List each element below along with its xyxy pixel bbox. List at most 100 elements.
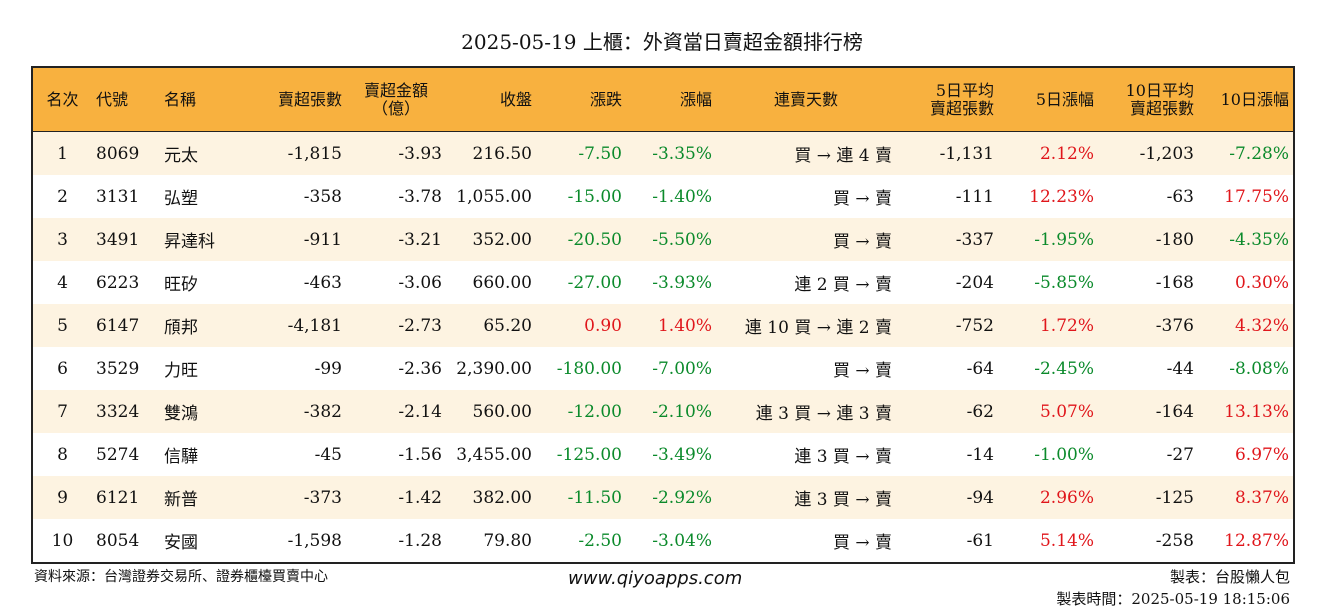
cell-pct5: 12.23% (998, 175, 1098, 218)
cell-avg10: -63 (1098, 175, 1198, 218)
cell-rank: 4 (32, 261, 92, 304)
cell-close: 2,390.00 (446, 347, 536, 390)
table-row: 2 3131 弘塑 -358 -3.78 1,055.00 -15.00 -1.40% 買 → … (32, 175, 1294, 218)
table-row: 7 3324 雙鴻 -382 -2.14 560.00 -12.00 -2.10% 連 3 買 … (32, 390, 1294, 433)
cell-name: 弘塑 (160, 175, 238, 218)
cell-avg5: -204 (896, 261, 998, 304)
cell-sell-amount: -1.42 (346, 476, 446, 519)
cell-change: -15.00 (536, 175, 626, 218)
cell-avg10: -376 (1098, 304, 1198, 347)
cell-avg5: -62 (896, 390, 998, 433)
cell-change: -12.00 (536, 390, 626, 433)
cell-change-pct: -2.10% (626, 390, 716, 433)
cell-close: 560.00 (446, 390, 536, 433)
cell-pct10: 0.30% (1198, 261, 1294, 304)
cell-rank: 2 (32, 175, 92, 218)
website-link[interactable]: www.qiyoapps.com (568, 568, 743, 589)
cell-rank: 3 (32, 218, 92, 261)
cell-pct5: -2.45% (998, 347, 1098, 390)
credits: 製表：台股懶人包 製表時間：2025-05-19 18:15:06 (1056, 566, 1290, 610)
cell-avg10: -168 (1098, 261, 1198, 304)
cell-name: 信驊 (160, 433, 238, 476)
cell-name: 力旺 (160, 347, 238, 390)
page-title: 2025-05-19 上櫃：外資當日賣超金額排行榜 (461, 30, 863, 54)
cell-avg5: -752 (896, 304, 998, 347)
cell-pct5: -1.00% (998, 433, 1098, 476)
cell-streak: 連 3 買 → 賣 (716, 433, 896, 476)
cell-avg5: -111 (896, 175, 998, 218)
cell-code: 8069 (92, 131, 160, 175)
header-rank: 名次 (32, 67, 92, 132)
cell-change: 0.90 (536, 304, 626, 347)
cell-code: 3131 (92, 175, 160, 218)
cell-change: -7.50 (536, 131, 626, 175)
cell-sell-amount: -3.06 (346, 261, 446, 304)
header-sell-amount: 賣超金額 （億） (346, 67, 446, 132)
cell-pct5: 5.14% (998, 519, 1098, 563)
cell-streak: 連 2 買 → 賣 (716, 261, 896, 304)
cell-pct5: -5.85% (998, 261, 1098, 304)
cell-name: 雙鴻 (160, 390, 238, 433)
table-header-row: 名次 代號 名稱 賣超張數 賣超金額 （億） 收盤 漲跌 漲幅 連賣天數 5日平均… (32, 67, 1294, 132)
cell-streak: 買 → 賣 (716, 347, 896, 390)
cell-name: 新普 (160, 476, 238, 519)
table-row: 9 6121 新普 -373 -1.42 382.00 -11.50 -2.92% 連 3 買 … (32, 476, 1294, 519)
cell-avg5: -64 (896, 347, 998, 390)
table-row: 8 5274 信驊 -45 -1.56 3,455.00 -125.00 -3.49% 連 3 … (32, 433, 1294, 476)
cell-pct5: 2.12% (998, 131, 1098, 175)
cell-change-pct: -5.50% (626, 218, 716, 261)
cell-pct10: -4.35% (1198, 218, 1294, 261)
header-avg5: 5日平均 賣超張數 (896, 67, 998, 132)
cell-name: 頎邦 (160, 304, 238, 347)
cell-code: 6121 (92, 476, 160, 519)
cell-sell-lots: -382 (238, 390, 346, 433)
cell-sell-lots: -4,181 (238, 304, 346, 347)
cell-rank: 7 (32, 390, 92, 433)
header-code: 代號 (92, 67, 160, 132)
cell-sell-lots: -45 (238, 433, 346, 476)
cell-streak: 買 → 賣 (716, 218, 896, 261)
cell-change: -2.50 (536, 519, 626, 563)
cell-sell-lots: -463 (238, 261, 346, 304)
cell-change: -11.50 (536, 476, 626, 519)
cell-sell-amount: -3.78 (346, 175, 446, 218)
cell-pct5: -1.95% (998, 218, 1098, 261)
cell-name: 安國 (160, 519, 238, 563)
cell-rank: 5 (32, 304, 92, 347)
cell-avg10: -164 (1098, 390, 1198, 433)
cell-change-pct: 1.40% (626, 304, 716, 347)
cell-sell-amount: -3.21 (346, 218, 446, 261)
header-avg10: 10日平均 賣超張數 (1098, 67, 1198, 132)
header-close: 收盤 (446, 67, 536, 132)
cell-code: 3529 (92, 347, 160, 390)
cell-sell-lots: -373 (238, 476, 346, 519)
cell-name: 旺矽 (160, 261, 238, 304)
cell-rank: 8 (32, 433, 92, 476)
cell-pct5: 5.07% (998, 390, 1098, 433)
data-source: 資料來源：台灣證券交易所、證券櫃檯買賣中心 (34, 569, 328, 585)
cell-avg10: -180 (1098, 218, 1198, 261)
cell-avg5: -94 (896, 476, 998, 519)
header-change-pct: 漲幅 (626, 67, 716, 132)
cell-avg5: -337 (896, 218, 998, 261)
cell-rank: 9 (32, 476, 92, 519)
cell-streak: 買 → 連 4 賣 (716, 131, 896, 175)
cell-pct10: 6.97% (1198, 433, 1294, 476)
cell-sell-lots: -1,598 (238, 519, 346, 563)
cell-change-pct: -1.40% (626, 175, 716, 218)
cell-avg10: -1,203 (1098, 131, 1198, 175)
cell-avg5: -14 (896, 433, 998, 476)
header-streak: 連賣天數 (716, 67, 896, 132)
cell-avg10: -125 (1098, 476, 1198, 519)
cell-close: 1,055.00 (446, 175, 536, 218)
cell-close: 660.00 (446, 261, 536, 304)
cell-close: 352.00 (446, 218, 536, 261)
cell-streak: 連 10 買 → 連 2 賣 (716, 304, 896, 347)
cell-streak: 連 3 買 → 連 3 賣 (716, 390, 896, 433)
cell-code: 8054 (92, 519, 160, 563)
cell-streak: 買 → 賣 (716, 175, 896, 218)
cell-sell-lots: -911 (238, 218, 346, 261)
cell-sell-lots: -358 (238, 175, 346, 218)
cell-avg10: -258 (1098, 519, 1198, 563)
cell-avg10: -27 (1098, 433, 1198, 476)
